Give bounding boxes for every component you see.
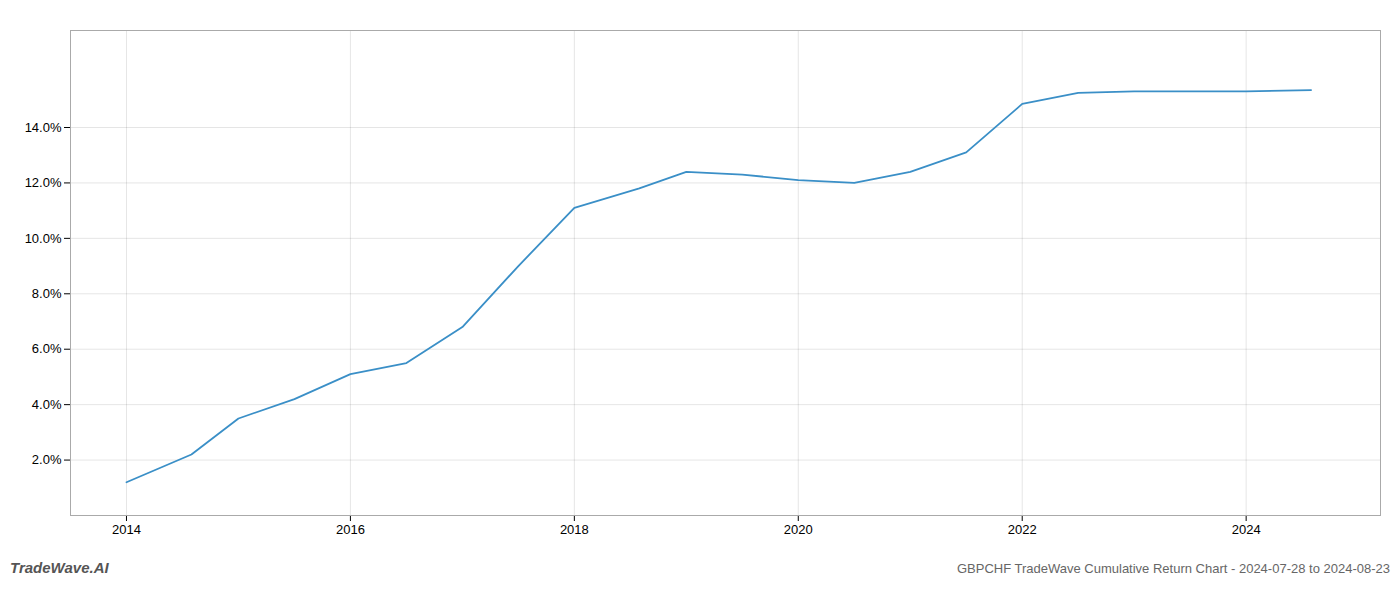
svg-text:12.0%: 12.0% [25,175,62,190]
svg-text:2014: 2014 [112,522,141,537]
svg-text:2022: 2022 [1008,522,1037,537]
svg-text:4.0%: 4.0% [32,397,62,412]
html-text:GBPCHF TradeWave Cumulative Re: GBPCHF TradeWave Cumulative Return Chart… [956,561,1390,576]
svg-text:2018: 2018 [560,522,589,537]
svg-text:2024: 2024 [1232,522,1261,537]
svg-text:6.0%: 6.0% [32,341,62,356]
svg-text:8.0%: 8.0% [32,286,62,301]
svg-text:2020: 2020 [784,522,813,537]
svg-text:2.0%: 2.0% [32,452,62,467]
svg-text:10.0%: 10.0% [25,231,62,246]
svg-text:14.0%: 14.0% [25,120,62,135]
svg-text:2016: 2016 [336,522,365,537]
html-text:TradeWave.AI: TradeWave.AI [10,559,109,576]
